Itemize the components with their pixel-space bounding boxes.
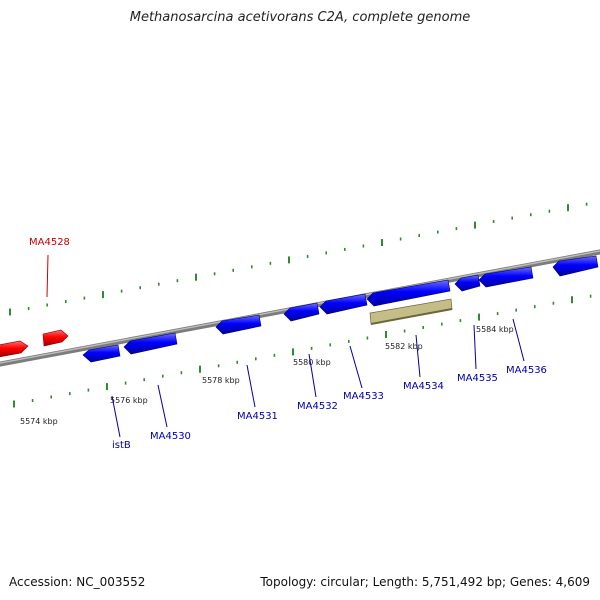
map-title: Methanosarcina acetivorans C2A, complete… [129,10,471,25]
gene-arrow-ma4536[interactable] [478,266,534,288]
scale-label-5584: 5584 kbp [476,325,514,334]
gene-label-ma4534[interactable]: MA4534 [403,381,444,392]
gene-arrow-ma4533[interactable] [319,293,368,315]
gene-arrow-ma4528[interactable] [42,329,69,347]
gene-arrow-ma4532[interactable] [283,302,320,322]
gene-label-ma4528[interactable]: MA4528 [29,237,70,248]
gene-label-ma4536[interactable]: MA4536 [506,365,547,376]
gene-label-ma4532[interactable]: MA4532 [297,401,338,412]
gene-label-ma4533[interactable]: MA4533 [343,391,384,402]
gene-arrow-ma4531[interactable] [215,314,262,335]
gene-arrow-offscreen[interactable] [552,255,599,277]
forward-tick-row [9,202,588,316]
gene-arrow-istb[interactable] [82,344,121,363]
gene-arrow-ma4534[interactable] [366,279,451,307]
gene-arrow-ma4530[interactable] [123,332,178,355]
label-leaders [46,254,525,438]
accession-text: Accession: NC_003552 [9,575,146,589]
gene-label-ma4530[interactable]: MA4530 [150,431,191,442]
genome-summary-text: Topology: circular; Length: 5,751,492 bp… [260,575,590,589]
scale-label-5580: 5580 kbp [293,358,331,367]
scale-labels: 5574 kbp 5576 kbp 5578 kbp 5580 kbp 5582… [20,325,514,426]
gene-label-ma4535[interactable]: MA4535 [457,373,498,384]
gene-labels: MA4528 istB MA4530 MA4531 MA4532 MA4533 … [29,237,547,451]
gene-arrow-ma4535[interactable] [454,274,481,292]
reverse-tick-row [13,294,592,408]
gene-label-ma4531[interactable]: MA4531 [237,411,278,422]
scale-label-5576: 5576 kbp [110,396,148,405]
scale-label-5574: 5574 kbp [20,417,58,426]
gene-track [0,255,599,363]
gene-arrow-forward[interactable] [0,340,29,358]
scale-label-5578: 5578 kbp [202,376,240,385]
gene-label-istb[interactable]: istB [112,440,131,451]
scale-label-5582: 5582 kbp [385,342,423,351]
